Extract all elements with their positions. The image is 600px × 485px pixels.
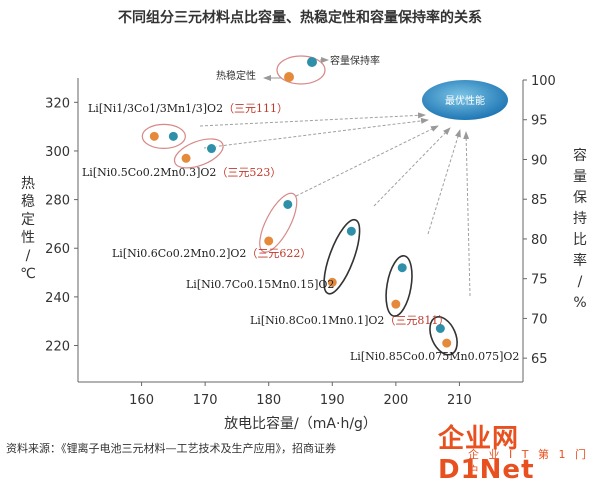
y-left-axis-label-char: 稳 bbox=[21, 194, 35, 210]
y-right-axis-label-char: 持 bbox=[573, 211, 587, 227]
thermal-point bbox=[180, 152, 192, 164]
y-right-axis-label-char: 量 bbox=[573, 169, 587, 185]
chart-points bbox=[148, 130, 453, 349]
y-left-axis-label-char: ℃ bbox=[20, 266, 36, 282]
group-label: Li[Ni0.7Co0.15Mn0.15]O2 bbox=[186, 278, 334, 291]
y-right-axis-label-char: 率 bbox=[573, 252, 587, 269]
chart-arrows bbox=[199, 112, 471, 297]
x-tick-label: 210 bbox=[447, 393, 472, 408]
group-arrow bbox=[203, 117, 429, 149]
optimum-bubble: 最优性能 bbox=[422, 80, 508, 120]
y-right-axis-label-char: 保 bbox=[573, 190, 587, 206]
retention-point bbox=[345, 225, 357, 237]
group-arrow bbox=[463, 131, 471, 297]
legend-thermal-label: 热稳定性 bbox=[216, 69, 256, 82]
y-left-tick-label: 280 bbox=[45, 194, 70, 209]
y-right-tick-label: 95 bbox=[531, 114, 548, 129]
group-ellipse bbox=[429, 316, 458, 356]
retention-point bbox=[396, 262, 408, 274]
y-right-axis-label-char: 比 bbox=[573, 232, 587, 248]
group-ellipse bbox=[141, 123, 186, 149]
group-ellipse bbox=[173, 138, 224, 169]
thermal-point bbox=[326, 276, 338, 288]
group-label: Li[Ni0.6Co0.2Mn0.2]O2（三元622） bbox=[112, 247, 311, 260]
y-right-axis-label-char: 容 bbox=[573, 147, 587, 164]
retention-point bbox=[282, 198, 294, 210]
y-left-axis-label-char: 热 bbox=[21, 176, 35, 192]
thermal-point bbox=[148, 130, 160, 142]
group-ellipse bbox=[385, 255, 413, 317]
x-tick-label: 200 bbox=[383, 393, 408, 408]
retention-point bbox=[167, 130, 179, 142]
group-ellipse bbox=[259, 192, 298, 253]
y-left-tick-label: 260 bbox=[45, 242, 70, 257]
group-arrow bbox=[373, 127, 451, 207]
optimum-label: 最优性能 bbox=[445, 94, 485, 107]
y-left-axis-label-char: / bbox=[26, 248, 31, 264]
legend-ellipse bbox=[276, 55, 326, 85]
y-right-tick-label: 65 bbox=[531, 352, 548, 367]
x-tick-label: 190 bbox=[320, 393, 345, 408]
retention-point bbox=[434, 322, 446, 334]
group-arrow bbox=[295, 125, 439, 197]
optimum-ellipse bbox=[422, 80, 508, 120]
y-left-tick-label: 300 bbox=[45, 145, 70, 160]
group-label: Li[Ni0.5Co0.2Mn0.3]O2（三元523） bbox=[82, 166, 281, 179]
chart-axes: 160 170 180 190 200 210 220 240 260 280 300 320 65 70… bbox=[20, 74, 587, 432]
group-arrow bbox=[427, 129, 461, 235]
y-right-axis-label-char: / bbox=[578, 274, 583, 290]
y-left-axis-label-char: 性 bbox=[21, 230, 35, 246]
thermal-point bbox=[441, 337, 453, 349]
y-right-tick-label: 85 bbox=[531, 193, 548, 208]
group-arrow bbox=[199, 112, 426, 127]
y-left-tick-label: 320 bbox=[45, 96, 70, 111]
group-ellipse bbox=[323, 218, 361, 295]
y-left-tick-label: 240 bbox=[45, 291, 70, 306]
thermal-point bbox=[263, 235, 275, 247]
thermal-point bbox=[390, 298, 402, 310]
y-left-axis-label-char: 定 bbox=[21, 212, 35, 228]
y-right-tick-label: 75 bbox=[531, 273, 548, 288]
legend-retention-marker bbox=[307, 57, 317, 67]
group-label: Li[Ni0.8Co0.1Mn0.1]O2（三元811） bbox=[250, 314, 449, 327]
x-tick-label: 160 bbox=[129, 393, 154, 408]
y-right-axis-label-char: % bbox=[573, 295, 586, 311]
y-right-tick-label: 80 bbox=[531, 233, 548, 248]
legend-thermal-marker bbox=[284, 72, 294, 82]
legend-retention-label: 容量保持率 bbox=[330, 54, 380, 67]
x-tick-label: 180 bbox=[256, 393, 281, 408]
chart: 不同组分三元材料点比容量、热稳定性和容量保持率的关系 160 170 180 190 2… bbox=[20, 9, 587, 432]
x-tick-label: 170 bbox=[193, 393, 218, 408]
y-right-tick-label: 100 bbox=[531, 74, 556, 89]
retention-point bbox=[206, 143, 217, 155]
group-label: Li[Ni1/3Co1/3Mn1/3]O2（三元111） bbox=[88, 102, 288, 115]
group-label: Li[Ni0.85Co0.075Mn0.075]O2 bbox=[350, 350, 519, 363]
y-right-tick-label: 70 bbox=[531, 312, 548, 327]
y-right-tick-label: 90 bbox=[531, 153, 548, 168]
chart-group-labels: Li[Ni1/3Co1/3Mn1/3]O2（三元111） Li[Ni0.5Co0.… bbox=[82, 102, 519, 363]
source-note: 资料来源：《锂离子电池三元材料—工艺技术及生产应用》，招商证券 bbox=[6, 442, 336, 455]
x-axis-label: 放电比容量/（mA·h/g） bbox=[224, 415, 377, 432]
chart-title: 不同组分三元材料点比容量、热稳定性和容量保持率的关系 bbox=[118, 9, 482, 26]
chart-legend: 容量保持率 热稳定性 bbox=[216, 54, 380, 85]
watermark-tagline: 企 业 I T 第 1 门 户 bbox=[468, 448, 589, 477]
chart-group-ellipses bbox=[141, 123, 458, 356]
y-left-tick-label: 220 bbox=[45, 340, 70, 355]
